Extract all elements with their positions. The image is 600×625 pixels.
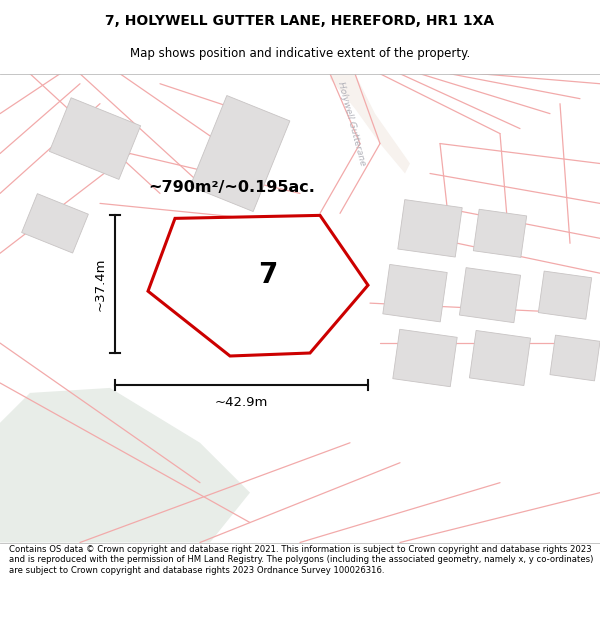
- Text: ~37.4m: ~37.4m: [94, 258, 107, 311]
- Polygon shape: [460, 268, 521, 322]
- Text: Holywell Gutterane: Holywell Gutterane: [337, 81, 368, 167]
- Polygon shape: [49, 98, 140, 179]
- Text: Contains OS data © Crown copyright and database right 2021. This information is : Contains OS data © Crown copyright and d…: [9, 545, 593, 575]
- Text: 7: 7: [259, 261, 278, 289]
- Polygon shape: [550, 335, 600, 381]
- Text: Map shows position and indicative extent of the property.: Map shows position and indicative extent…: [130, 47, 470, 59]
- Text: ~42.9m: ~42.9m: [215, 396, 268, 409]
- Polygon shape: [473, 209, 527, 258]
- Polygon shape: [208, 239, 282, 308]
- Polygon shape: [22, 194, 88, 253]
- Polygon shape: [393, 329, 457, 387]
- Polygon shape: [330, 74, 410, 174]
- Polygon shape: [190, 96, 290, 211]
- Text: ~790m²/~0.195ac.: ~790m²/~0.195ac.: [148, 181, 315, 196]
- Polygon shape: [0, 388, 250, 542]
- Polygon shape: [398, 199, 462, 257]
- Polygon shape: [383, 264, 447, 322]
- Polygon shape: [538, 271, 592, 319]
- Polygon shape: [469, 331, 530, 386]
- Text: 7, HOLYWELL GUTTER LANE, HEREFORD, HR1 1XA: 7, HOLYWELL GUTTER LANE, HEREFORD, HR1 1…: [106, 14, 494, 28]
- Polygon shape: [148, 216, 368, 356]
